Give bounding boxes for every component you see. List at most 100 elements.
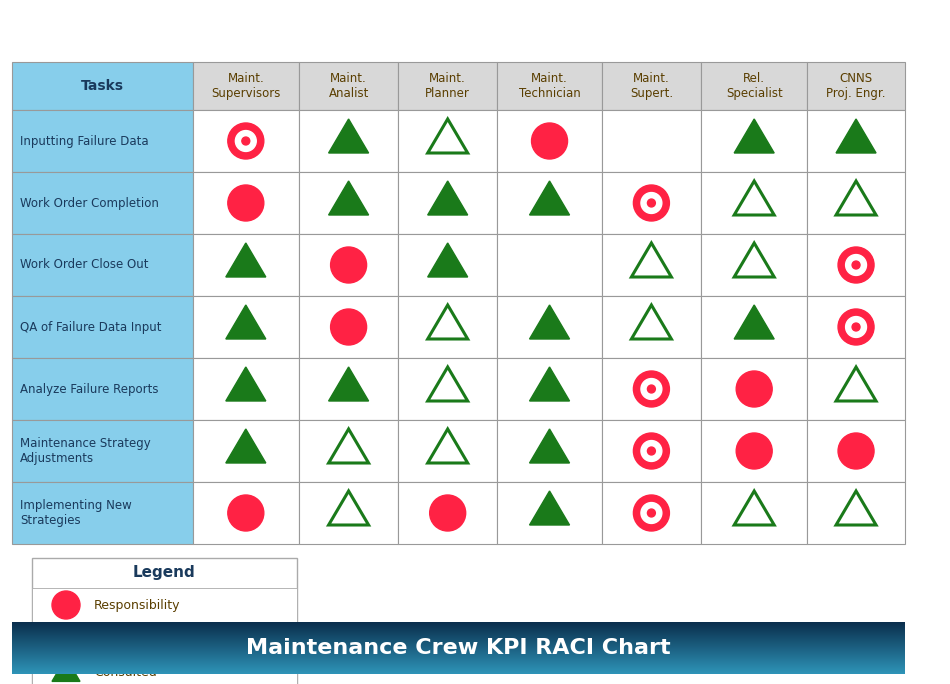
Polygon shape xyxy=(734,305,774,339)
Circle shape xyxy=(852,261,860,269)
Bar xyxy=(398,110,497,172)
Bar xyxy=(808,62,904,110)
Text: Analyze Failure Reports: Analyze Failure Reports xyxy=(20,382,159,395)
Polygon shape xyxy=(226,305,266,339)
Polygon shape xyxy=(428,243,467,277)
Bar xyxy=(299,420,398,482)
Circle shape xyxy=(634,433,670,469)
Text: CNNS
Proj. Engr.: CNNS Proj. Engr. xyxy=(826,72,885,100)
Circle shape xyxy=(736,433,772,469)
Polygon shape xyxy=(529,367,570,401)
Circle shape xyxy=(838,309,874,345)
Bar xyxy=(497,482,602,544)
Text: Implementing New
Strategies: Implementing New Strategies xyxy=(20,499,132,527)
Text: QA of Failure Data Input: QA of Failure Data Input xyxy=(20,321,162,334)
Circle shape xyxy=(641,193,662,213)
Polygon shape xyxy=(529,491,570,525)
Text: Work Order Close Out: Work Order Close Out xyxy=(20,259,148,272)
Bar xyxy=(398,482,497,544)
Circle shape xyxy=(429,495,466,531)
Circle shape xyxy=(331,309,367,345)
Circle shape xyxy=(736,371,772,407)
Polygon shape xyxy=(529,181,570,215)
Bar xyxy=(398,420,497,482)
Polygon shape xyxy=(529,429,570,463)
Circle shape xyxy=(63,636,69,642)
Bar xyxy=(12,296,193,358)
Bar xyxy=(497,420,602,482)
Bar xyxy=(602,482,701,544)
Bar xyxy=(497,358,602,420)
Bar xyxy=(193,358,299,420)
Bar xyxy=(32,558,297,684)
Bar xyxy=(299,110,398,172)
Bar xyxy=(701,110,808,172)
Text: Maintenance Crew KPI RACI Chart: Maintenance Crew KPI RACI Chart xyxy=(246,638,671,658)
Circle shape xyxy=(838,433,874,469)
Bar xyxy=(193,234,299,296)
Bar xyxy=(808,234,904,296)
Text: Responsibility: Responsibility xyxy=(94,598,180,611)
Bar xyxy=(398,234,497,296)
Bar xyxy=(12,234,193,296)
Bar xyxy=(808,172,904,234)
Polygon shape xyxy=(226,429,266,463)
Circle shape xyxy=(236,131,256,151)
Text: Maintenance Strategy
Adjustments: Maintenance Strategy Adjustments xyxy=(20,437,151,465)
Bar xyxy=(12,110,193,172)
Bar xyxy=(602,62,701,110)
Bar xyxy=(701,172,808,234)
Bar xyxy=(299,62,398,110)
Circle shape xyxy=(228,495,264,531)
Circle shape xyxy=(852,323,860,331)
Circle shape xyxy=(634,495,670,531)
Bar xyxy=(299,172,398,234)
Bar xyxy=(398,358,497,420)
Bar xyxy=(808,482,904,544)
Bar xyxy=(32,656,297,684)
Bar xyxy=(701,358,808,420)
Bar xyxy=(602,420,701,482)
Bar xyxy=(299,296,398,358)
Bar xyxy=(701,482,808,544)
Bar xyxy=(12,172,193,234)
Bar xyxy=(701,296,808,358)
Text: Legend: Legend xyxy=(133,566,196,581)
Bar xyxy=(602,296,701,358)
Bar xyxy=(497,110,602,172)
Bar xyxy=(398,296,497,358)
Bar xyxy=(299,234,398,296)
Bar xyxy=(299,358,398,420)
Circle shape xyxy=(228,185,264,221)
Polygon shape xyxy=(734,119,774,153)
Circle shape xyxy=(52,591,80,619)
Polygon shape xyxy=(226,367,266,401)
Text: Maint.
Supert.: Maint. Supert. xyxy=(630,72,673,100)
Polygon shape xyxy=(428,181,467,215)
Circle shape xyxy=(242,137,250,145)
Polygon shape xyxy=(529,305,570,339)
Circle shape xyxy=(648,199,656,207)
Polygon shape xyxy=(329,367,369,401)
Circle shape xyxy=(58,631,74,647)
Bar xyxy=(12,358,193,420)
Bar xyxy=(808,296,904,358)
Bar xyxy=(497,234,602,296)
Bar xyxy=(701,420,808,482)
Text: Inputting Failure Data: Inputting Failure Data xyxy=(20,135,148,148)
Bar xyxy=(12,482,193,544)
Circle shape xyxy=(838,247,874,283)
Circle shape xyxy=(228,123,264,159)
Bar xyxy=(398,62,497,110)
Circle shape xyxy=(641,378,662,399)
Bar xyxy=(808,358,904,420)
Circle shape xyxy=(641,440,662,462)
Bar xyxy=(497,62,602,110)
Circle shape xyxy=(532,123,567,159)
Bar xyxy=(602,172,701,234)
Bar xyxy=(193,296,299,358)
Bar xyxy=(497,172,602,234)
Bar xyxy=(193,482,299,544)
Circle shape xyxy=(648,385,656,393)
Circle shape xyxy=(52,625,80,653)
